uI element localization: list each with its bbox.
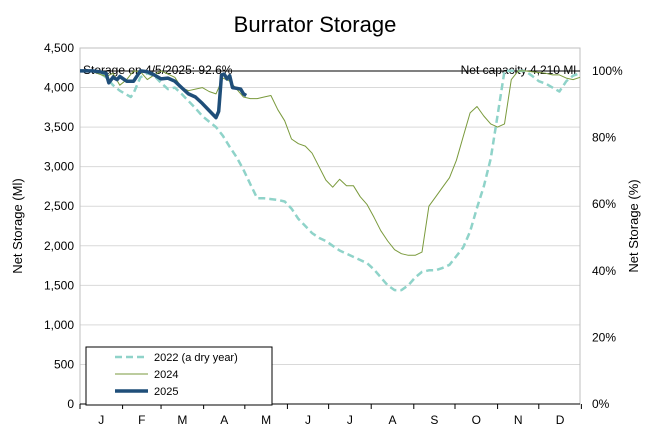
series-group bbox=[79, 69, 581, 292]
y2-tick-label: 40% bbox=[592, 264, 616, 278]
y-tick-label: 2,000 bbox=[44, 239, 74, 253]
y-axis-label: Net Storage (Ml) bbox=[10, 178, 25, 273]
legend: 2022 (a dry year) 2024 2025 bbox=[85, 346, 273, 406]
legend-label-2024: 2024 bbox=[154, 369, 178, 381]
x-tick-label: F bbox=[138, 413, 145, 427]
y-axis-right: 0% 20% 40% 60% 80% 100% bbox=[592, 64, 623, 411]
x-tick-label: D bbox=[556, 413, 565, 427]
x-tick-label: J bbox=[305, 413, 311, 427]
gridlines bbox=[80, 47, 580, 365]
y-tick-label: 4,000 bbox=[44, 81, 74, 95]
x-tick-label: M bbox=[261, 413, 271, 427]
x-tick-label: N bbox=[514, 413, 523, 427]
legend-label-2025: 2025 bbox=[154, 386, 178, 398]
y2-tick-label: 80% bbox=[592, 131, 616, 145]
y2-tick-label: 60% bbox=[592, 197, 616, 211]
x-tick-label: J bbox=[347, 413, 353, 427]
x-tick-label: J bbox=[98, 413, 104, 427]
series-line-2025 bbox=[80, 69, 248, 120]
y-tick-label: 0 bbox=[67, 397, 74, 411]
y-tick-label: 3,000 bbox=[44, 160, 74, 174]
y-axis-left: 0 500 1,000 1,500 2,000 2,500 3,000 3,500 4,000 4… bbox=[44, 41, 74, 411]
x-tick-label: A bbox=[388, 413, 396, 427]
y2-tick-label: 100% bbox=[592, 64, 623, 78]
chart-title: Burrator Storage bbox=[234, 12, 397, 37]
y2-tick-label: 0% bbox=[592, 397, 610, 411]
series-line-2024 bbox=[79, 70, 581, 256]
y-tick-label: 500 bbox=[54, 357, 74, 371]
y2-axis-label: Net Storage (%) bbox=[626, 179, 641, 272]
y-tick-label: 3,500 bbox=[44, 120, 74, 134]
y-tick-label: 4,500 bbox=[44, 41, 74, 55]
storage-annotation: Storage on 4/5/2025: 92.6% bbox=[83, 63, 233, 77]
x-tick-label: M bbox=[177, 413, 187, 427]
y-tick-label: 1,000 bbox=[44, 318, 74, 332]
y2-tick-label: 20% bbox=[592, 330, 616, 344]
y-tick-label: 2,500 bbox=[44, 199, 74, 213]
series-line-2022 bbox=[80, 69, 581, 292]
x-tick-label: A bbox=[220, 413, 228, 427]
legend-label-2022: 2022 (a dry year) bbox=[154, 352, 238, 364]
x-tick-label: S bbox=[430, 413, 438, 427]
y-tick-label: 1,500 bbox=[44, 278, 74, 292]
x-tick-label: O bbox=[472, 413, 481, 427]
